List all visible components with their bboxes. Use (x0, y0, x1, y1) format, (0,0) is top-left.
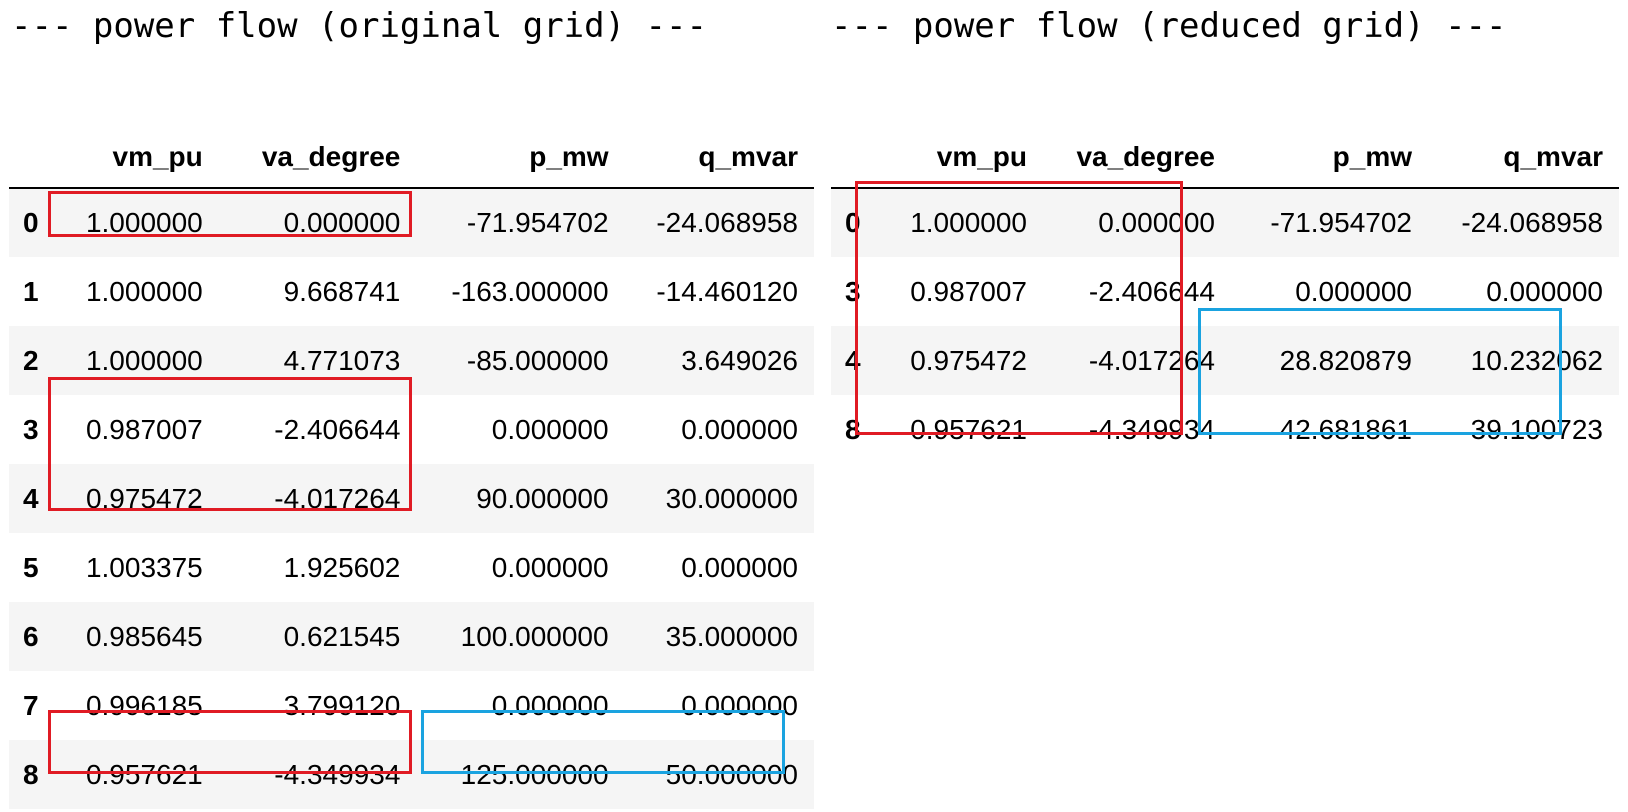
original-grid-table: vm_pu va_degree p_mw q_mvar 0 1.000000 0… (9, 118, 814, 809)
cell-q-mvar: 0.000000 (681, 689, 798, 721)
cell-q-mvar: 30.000000 (665, 482, 798, 514)
original-grid-title: --- power flow (original grid) --- (11, 6, 707, 46)
table-row: 3 0.987007 -2.406644 0.000000 0.000000 (9, 395, 814, 464)
table-row: 4 0.975472 -4.017264 90.000000 30.000000 (9, 464, 814, 533)
cell-p-mw: 28.820879 (1279, 344, 1412, 376)
row-index: 3 (23, 413, 39, 445)
row-index: 0 (845, 207, 861, 238)
cell-q-mvar: -24.068958 (1461, 207, 1603, 238)
cell-va-degree: -4.349934 (274, 758, 401, 790)
reduced-grid-title: --- power flow (reduced grid) --- (831, 6, 1507, 46)
cell-va-degree: 1.925602 (283, 551, 401, 583)
column-header-q-mvar: q_mvar (1428, 118, 1619, 189)
cell-vm-pu: 0.987007 (910, 275, 1027, 307)
cell-vm-pu: 1.003375 (85, 551, 203, 583)
table-row: 6 0.985645 0.621545 100.000000 35.000000 (9, 602, 814, 671)
row-index: 7 (23, 689, 39, 721)
table-row: 5 1.003375 1.925602 0.000000 0.000000 (9, 533, 814, 602)
cell-q-mvar: 0.000000 (681, 551, 798, 583)
cell-vm-pu: 0.975472 (910, 344, 1027, 376)
cell-va-degree: 3.799120 (283, 689, 401, 721)
cell-va-degree: -4.017264 (274, 482, 401, 514)
row-index: 6 (23, 620, 39, 652)
column-header-q-mvar: q_mvar (624, 118, 814, 189)
cell-vm-pu: 1.000000 (85, 207, 203, 238)
column-header-va-degree: va_degree (218, 118, 417, 189)
cell-vm-pu: 1.000000 (85, 275, 203, 307)
row-index: 1 (23, 275, 39, 307)
cell-p-mw: 0.000000 (491, 689, 609, 721)
index-header (9, 118, 53, 189)
cell-vm-pu: 1.000000 (85, 344, 203, 376)
cell-p-mw: 0.000000 (491, 551, 609, 583)
cell-q-mvar: 50.000000 (665, 758, 798, 790)
column-header-p-mw: p_mw (1231, 118, 1428, 189)
cell-p-mw: 125.000000 (460, 758, 609, 790)
cell-va-degree: -2.406644 (1088, 275, 1215, 307)
table-row: 1 1.000000 9.668741 -163.000000 -14.4601… (9, 257, 814, 326)
cell-vm-pu: 1.000000 (910, 207, 1027, 238)
cell-p-mw: 0.000000 (1295, 275, 1412, 307)
cell-p-mw: 0.000000 (491, 413, 609, 445)
reduced-grid-table: vm_pu va_degree p_mw q_mvar 0 1.000000 0… (831, 118, 1619, 464)
index-header (831, 118, 887, 189)
table-row: 2 1.000000 4.771073 -85.000000 3.649026 (9, 326, 814, 395)
row-index: 5 (23, 551, 39, 583)
cell-va-degree: -2.406644 (274, 413, 401, 445)
row-index: 3 (845, 275, 861, 307)
cell-va-degree: 4.771073 (283, 344, 401, 376)
cell-vm-pu: 0.957621 (910, 413, 1027, 445)
cell-q-mvar: 10.232062 (1470, 344, 1603, 376)
cell-p-mw: 90.000000 (476, 482, 609, 514)
cell-p-mw: -85.000000 (466, 344, 609, 376)
cell-q-mvar: 39.100723 (1470, 413, 1603, 445)
cell-vm-pu: 0.996185 (85, 689, 203, 721)
table-row: 3 0.987007 -2.406644 0.000000 0.000000 (831, 257, 1619, 326)
cell-vm-pu: 0.975472 (85, 482, 203, 514)
cell-va-degree: -4.017264 (1088, 344, 1215, 376)
table-header-row: vm_pu va_degree p_mw q_mvar (831, 118, 1619, 189)
row-index: 4 (23, 482, 39, 514)
cell-q-mvar: -14.460120 (656, 275, 798, 307)
column-header-va-degree: va_degree (1043, 118, 1231, 189)
row-index: 0 (23, 207, 39, 238)
cell-va-degree: 0.621545 (283, 620, 401, 652)
cell-p-mw: 100.000000 (460, 620, 609, 652)
cell-vm-pu: 0.957621 (85, 758, 203, 790)
cell-q-mvar: 3.649026 (681, 344, 798, 376)
table-row: 4 0.975472 -4.017264 28.820879 10.232062 (831, 326, 1619, 395)
table-row: 0 1.000000 0.000000 -71.954702 -24.06895… (831, 188, 1619, 257)
cell-p-mw: 42.681861 (1279, 413, 1412, 445)
cell-q-mvar: 0.000000 (681, 413, 798, 445)
row-index: 4 (845, 344, 861, 376)
cell-p-mw: -71.954702 (1270, 207, 1412, 238)
cell-va-degree: 0.000000 (283, 207, 401, 238)
row-index: 8 (23, 758, 39, 790)
cell-va-degree: -4.349934 (1088, 413, 1215, 445)
cell-p-mw: -71.954702 (466, 207, 609, 238)
column-header-vm-pu: vm_pu (887, 118, 1043, 189)
table-row: 0 1.000000 0.000000 -71.954702 -24.06895… (9, 188, 814, 257)
cell-q-mvar: -24.068958 (656, 207, 798, 238)
column-header-p-mw: p_mw (416, 118, 625, 189)
table-row: 7 0.996185 3.799120 0.000000 0.000000 (9, 671, 814, 740)
cell-q-mvar: 0.000000 (1486, 275, 1603, 307)
cell-p-mw: -163.000000 (451, 275, 609, 307)
row-index: 8 (845, 413, 861, 445)
cell-vm-pu: 0.987007 (85, 413, 203, 445)
cell-va-degree: 9.668741 (283, 275, 401, 307)
cell-va-degree: 0.000000 (1098, 207, 1215, 238)
column-header-vm-pu: vm_pu (52, 118, 219, 189)
table-header-row: vm_pu va_degree p_mw q_mvar (9, 118, 814, 189)
cell-q-mvar: 35.000000 (665, 620, 798, 652)
row-index: 2 (23, 344, 39, 376)
table-row: 8 0.957621 -4.349934 42.681861 39.100723 (831, 395, 1619, 464)
cell-vm-pu: 0.985645 (85, 620, 203, 652)
table-row: 8 0.957621 -4.349934 125.000000 50.00000… (9, 740, 814, 809)
